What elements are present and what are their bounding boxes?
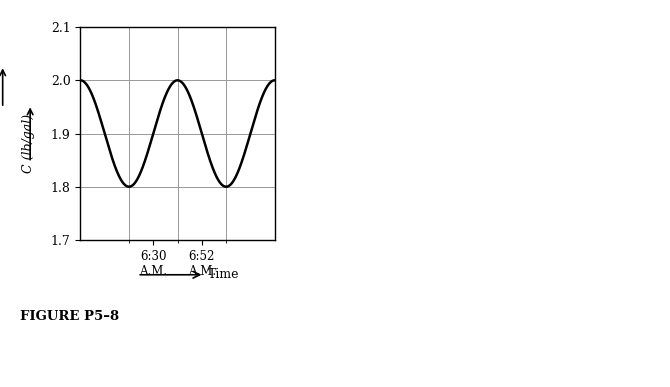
Text: C (lb/gal): C (lb/gal) (21, 114, 35, 173)
Text: FIGURE P5–8: FIGURE P5–8 (20, 310, 119, 323)
Text: Time: Time (208, 268, 239, 281)
